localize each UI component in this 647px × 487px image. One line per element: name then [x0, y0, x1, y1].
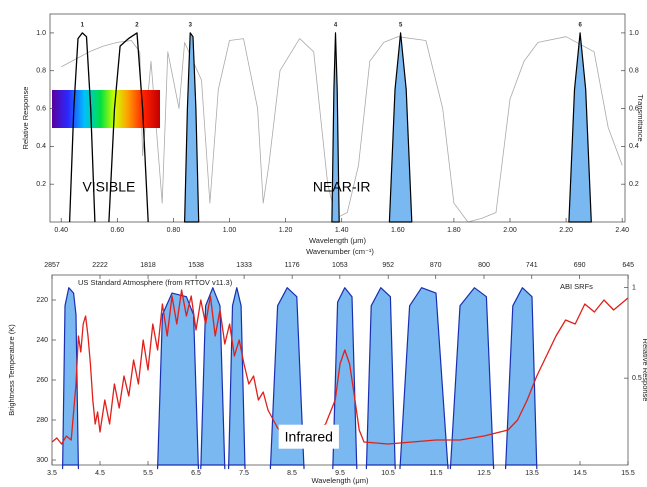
x-tick-label: 3.5: [47, 470, 57, 477]
channel-label: 5: [399, 22, 403, 28]
response-area: [568, 32, 592, 223]
x-tick-label: 14.5: [573, 470, 587, 477]
response-area: [200, 287, 226, 470]
x-tick-label: 12.5: [477, 470, 491, 477]
x2-tick-label: 690: [574, 262, 586, 269]
x2-tick-label: 800: [478, 262, 490, 269]
x-tick-label: 2.40: [615, 227, 629, 234]
annotation: VISIBLE: [82, 179, 135, 195]
y-tick-label: 280: [36, 417, 48, 424]
x-tick-label: 2.20: [559, 227, 573, 234]
channel-label: 3: [189, 22, 193, 28]
x-tick-label: 8.5: [287, 470, 297, 477]
y2-axis-title: Transmittance: [636, 94, 645, 141]
x-tick-label: 1.00: [223, 227, 237, 234]
y-tick-label: 300: [36, 457, 48, 464]
y-tick-label: 0.4: [36, 143, 46, 150]
x-tick-label: 2.00: [503, 227, 517, 234]
x-tick-label: 13.5: [525, 470, 539, 477]
x2-tick-label: 870: [430, 262, 442, 269]
y-axis-title: Brightness Temperature (K): [7, 324, 16, 416]
x2-axis-title: Wavenumber (cm⁻¹): [306, 247, 374, 256]
response-area: [269, 287, 305, 470]
x2-tick-label: 1818: [140, 262, 156, 269]
x2-tick-label: 645: [622, 262, 634, 269]
y2-tick-label: 0.4: [629, 143, 639, 150]
x-tick-label: 1.60: [391, 227, 405, 234]
y-tick-label: 220: [36, 297, 48, 304]
response-area: [184, 32, 200, 223]
x2-tick-label: 1333: [236, 262, 252, 269]
channel-label: 4: [334, 22, 338, 28]
y-tick-label: 1.0: [36, 30, 46, 37]
y-tick-label: 260: [36, 377, 48, 384]
x2-tick-label: 741: [526, 262, 538, 269]
y2-tick-label: 0.8: [629, 68, 639, 75]
channel-label: 1: [81, 22, 85, 28]
x2-tick-label: 1176: [285, 262, 300, 269]
y-tick-label: 0.6: [36, 105, 46, 112]
x-tick-label: 15.5: [621, 470, 635, 477]
channel-label: 6: [578, 22, 582, 28]
x2-tick-label: 952: [382, 262, 394, 269]
response-area: [399, 287, 449, 470]
x-tick-label: 6.5: [191, 470, 201, 477]
y2-axis-title: Relative Response: [641, 339, 647, 402]
y2-tick-label: 0.6: [629, 105, 639, 112]
x2-tick-label: 1053: [332, 262, 348, 269]
y-tick-label: 0.8: [36, 68, 46, 75]
y-tick-label: 240: [36, 337, 48, 344]
response-area: [157, 292, 199, 470]
y2-tick-label: 0.5: [632, 375, 642, 382]
y-axis-title: Relative Response: [21, 87, 30, 150]
x-tick-label: 1.80: [447, 227, 461, 234]
x2-tick-label: 2857: [44, 262, 60, 269]
x-tick-label: 9.5: [335, 470, 345, 477]
response-area: [365, 287, 396, 470]
y-tick-label: 0.2: [36, 181, 46, 188]
x-tick-label: 7.5: [239, 470, 249, 477]
response-area: [331, 32, 340, 223]
spectrum-line: [68, 32, 96, 223]
annotation: Infrared: [285, 429, 333, 445]
x-tick-label: 1.40: [335, 227, 349, 234]
response-area: [228, 287, 246, 470]
x-tick-label: 10.5: [381, 470, 395, 477]
response-area: [449, 287, 495, 470]
y2-tick-label: 0.2: [629, 181, 639, 188]
x-tick-label: 1.20: [279, 227, 293, 234]
response-area: [505, 287, 538, 470]
annotation-box: [278, 424, 339, 449]
x-tick-label: 4.5: [95, 470, 105, 477]
x-tick-label: 5.5: [143, 470, 153, 477]
spectrum-line: [108, 32, 149, 223]
x2-tick-label: 2222: [92, 262, 108, 269]
y2-tick-label: 1.0: [629, 30, 639, 37]
y2-tick-label: 1: [632, 285, 636, 292]
x-axis-title: Wavelength (μm): [312, 476, 369, 485]
series-label: ABI SRFs: [560, 282, 593, 291]
spectrum-line: [51, 289, 629, 445]
x2-tick-label: 1538: [188, 262, 204, 269]
x-axis-title: Wavelength (μm): [309, 236, 366, 245]
response-area: [62, 287, 79, 470]
x-tick-label: 0.40: [54, 227, 68, 234]
annotation: NEAR-IR: [313, 179, 371, 195]
response-area: [388, 32, 413, 223]
channel-label: 2: [135, 22, 139, 28]
series-label: US Standard Atmosphere (from RTTOV v11.3…: [78, 278, 233, 287]
x-tick-label: 0.60: [111, 227, 125, 234]
x-tick-label: 0.80: [167, 227, 181, 234]
x-tick-label: 11.5: [429, 470, 442, 477]
